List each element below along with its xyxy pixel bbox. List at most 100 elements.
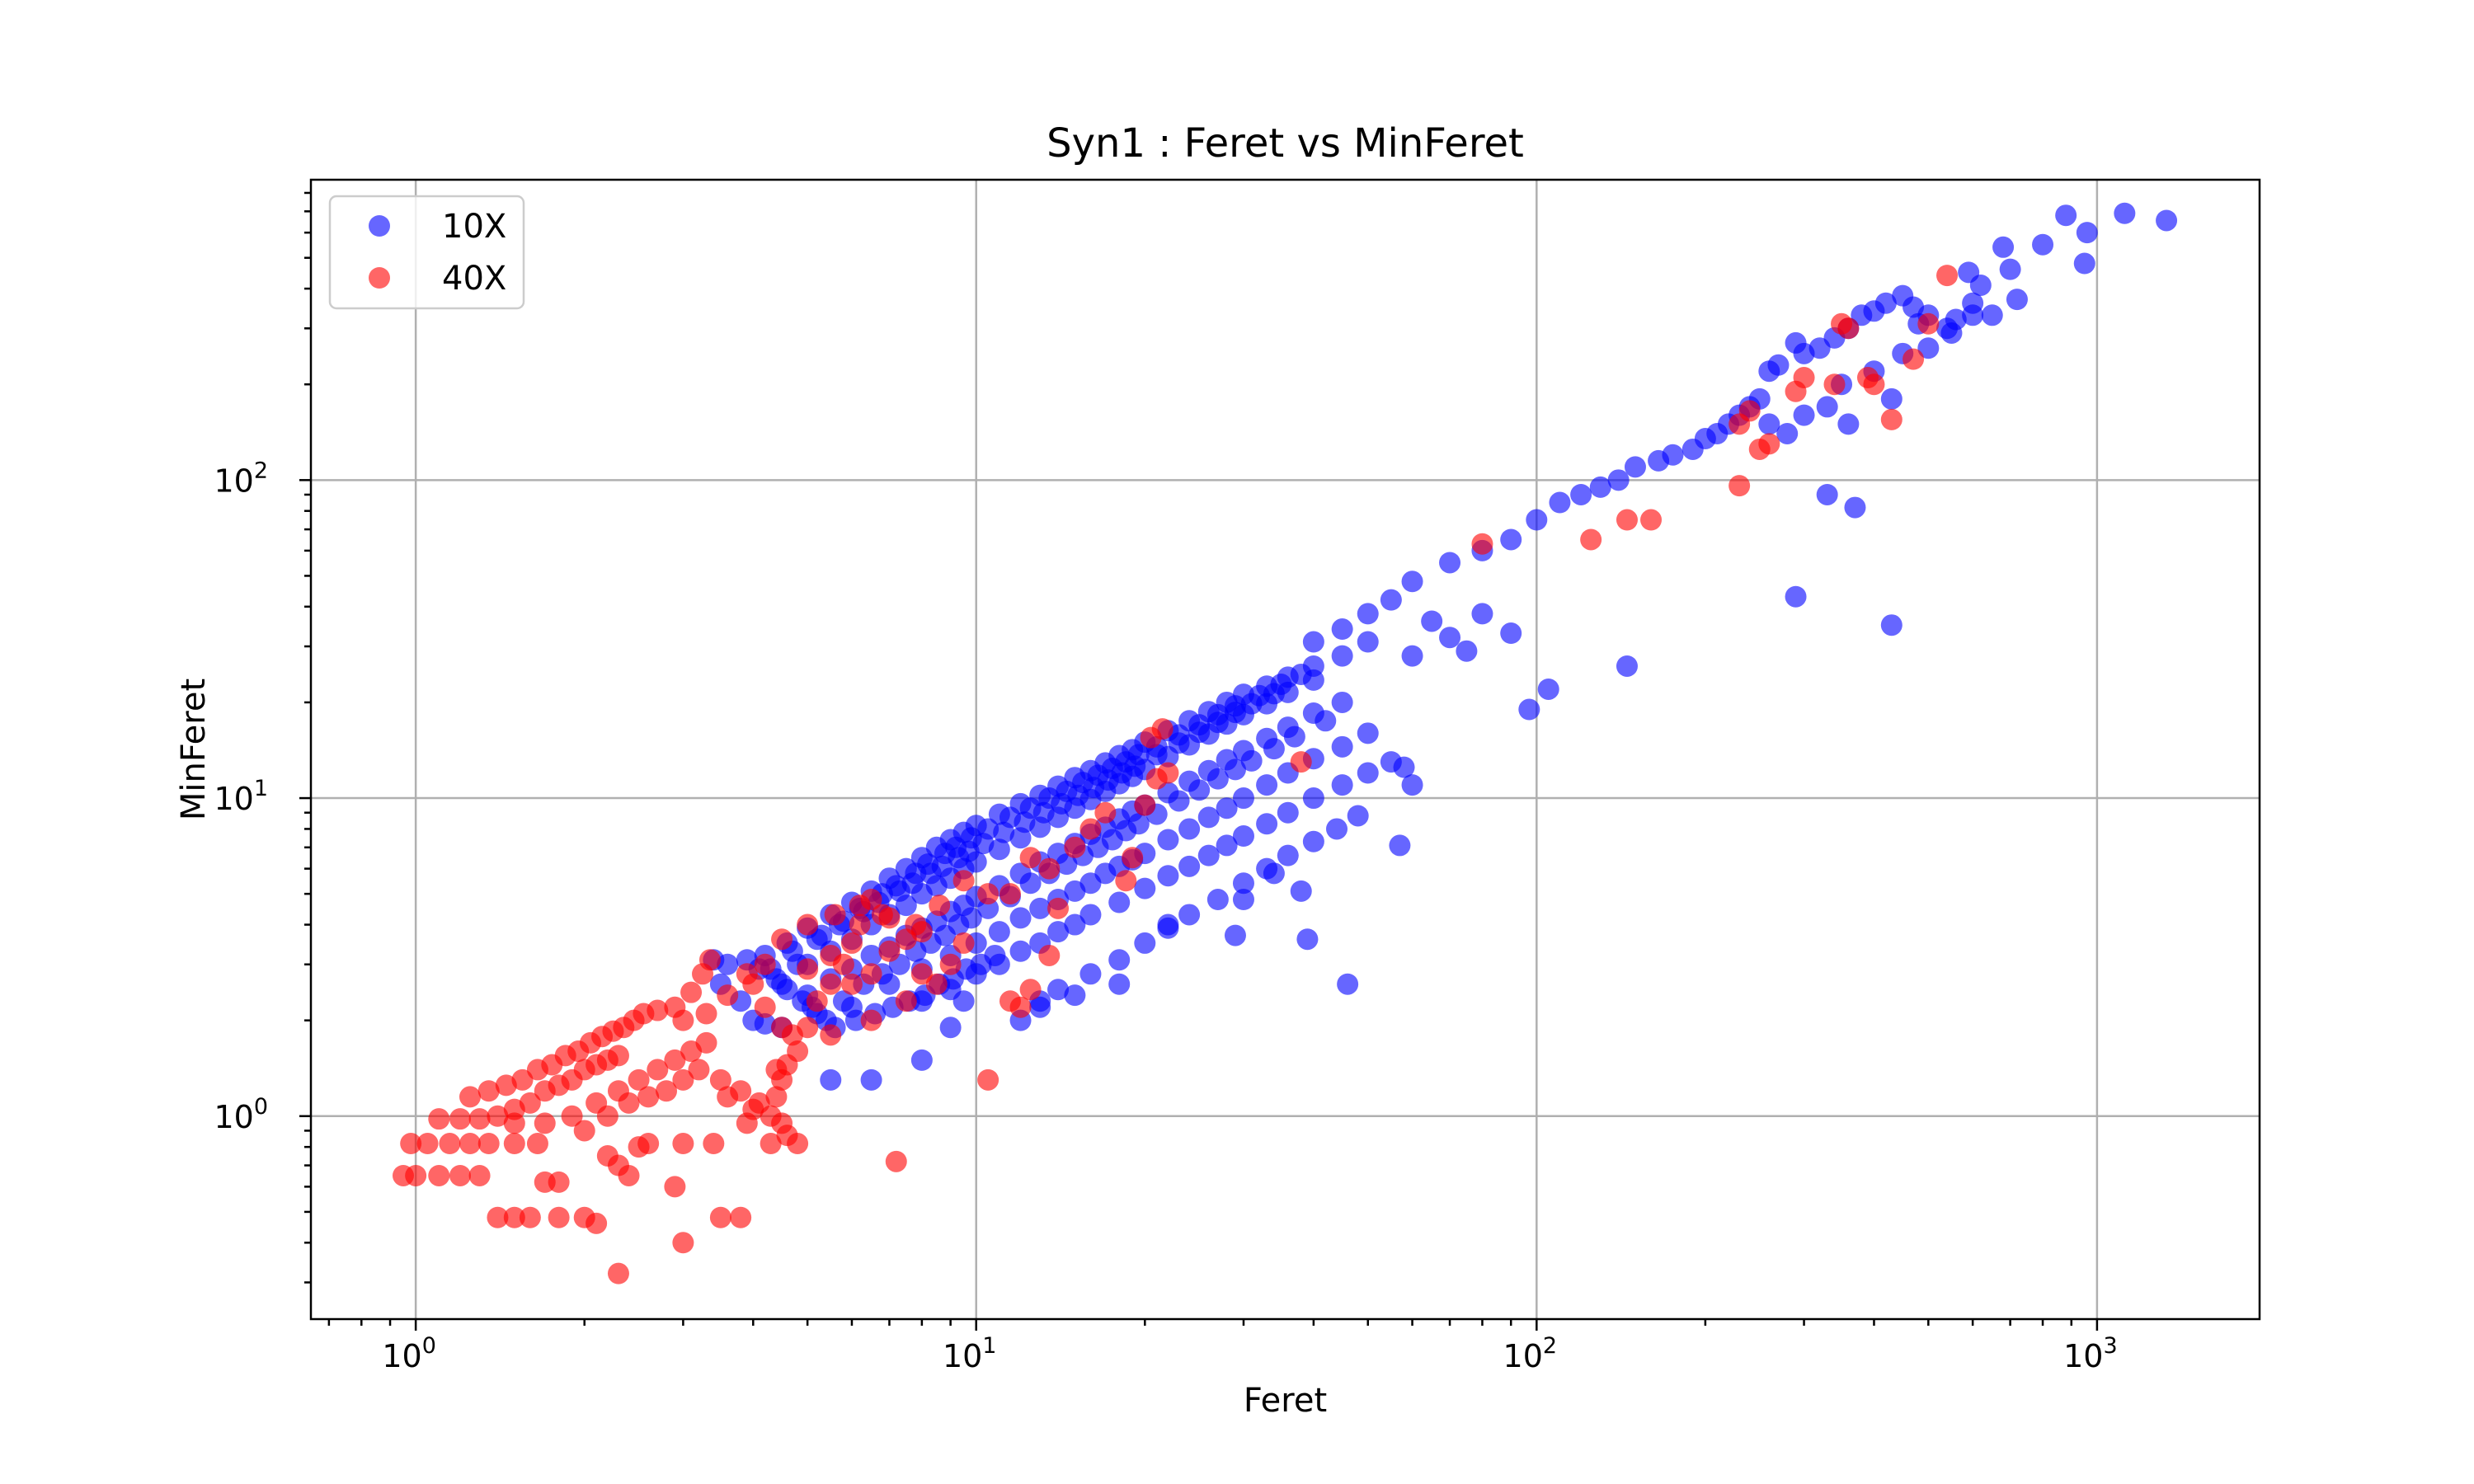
point-10x	[1206, 711, 1229, 734]
point-10x	[1992, 236, 2015, 258]
point-10x	[1296, 928, 1319, 951]
legend-marker-40x	[369, 267, 390, 289]
point-10x	[1009, 940, 1032, 962]
legend-marker-10x	[369, 215, 390, 237]
point-10x	[1648, 449, 1670, 472]
point-40x	[910, 963, 933, 985]
point-10x	[1127, 813, 1150, 835]
point-10x	[1047, 921, 1070, 943]
point-40x	[695, 1003, 717, 1025]
point-10x	[910, 1049, 933, 1071]
point-40x	[703, 1133, 725, 1155]
point-10x	[1108, 891, 1131, 913]
point-40x	[672, 1133, 694, 1155]
point-10x	[1357, 603, 1379, 625]
y-axis-label: MinFeret	[175, 679, 213, 820]
point-40x	[519, 1092, 541, 1114]
point-10x	[1892, 284, 1914, 307]
point-40x	[656, 1080, 678, 1102]
point-10x	[1758, 360, 1780, 383]
point-10x	[1197, 844, 1220, 866]
point-40x	[742, 973, 764, 995]
point-10x	[931, 855, 953, 877]
point-40x	[1079, 818, 1102, 840]
point-10x	[2006, 289, 2028, 311]
point-40x	[503, 1112, 525, 1134]
point-10x	[1589, 476, 1611, 498]
point-10x	[1178, 904, 1201, 926]
point-40x	[849, 913, 871, 936]
point-40x	[519, 1206, 541, 1228]
point-10x	[1197, 806, 1220, 829]
point-10x	[1917, 337, 1940, 359]
point-40x	[1917, 312, 1940, 335]
point-10x	[1981, 304, 2003, 326]
point-10x	[1108, 949, 1131, 971]
point-40x	[1064, 836, 1086, 858]
point-10x	[2156, 209, 2178, 232]
point-40x	[477, 1133, 500, 1155]
point-10x	[1232, 787, 1254, 810]
point-10x	[1263, 738, 1285, 760]
point-40x	[1151, 718, 1174, 740]
point-40x	[1290, 751, 1312, 773]
point-10x	[1331, 691, 1353, 713]
point-10x	[1880, 614, 1903, 636]
point-10x	[1315, 710, 1337, 732]
point-40x	[647, 999, 669, 1021]
point-40x	[548, 1206, 570, 1228]
point-40x	[820, 1024, 842, 1046]
point-40x	[695, 1031, 717, 1054]
point-40x	[709, 1206, 731, 1228]
point-40x	[1831, 312, 1853, 335]
point-40x	[952, 870, 975, 892]
point-10x	[1393, 756, 1415, 778]
point-10x	[1389, 834, 1411, 857]
point-40x	[1616, 509, 1638, 531]
point-40x	[393, 1164, 415, 1186]
point-40x	[511, 1068, 534, 1091]
point-10x	[960, 907, 982, 929]
point-10x	[1439, 627, 1461, 649]
point-40x	[840, 973, 863, 995]
point-10x	[1145, 744, 1168, 766]
point-40x	[824, 904, 846, 926]
point-40x	[1122, 847, 1144, 869]
point-10x	[1134, 877, 1156, 899]
point-40x	[596, 1105, 618, 1127]
point-10x	[1009, 907, 1032, 929]
point-10x	[1290, 663, 1312, 685]
point-40x	[765, 1086, 788, 1108]
point-10x	[1206, 768, 1229, 790]
point-40x	[730, 1206, 752, 1228]
point-40x	[628, 1068, 650, 1091]
point-10x	[1616, 655, 1638, 677]
point-10x	[1232, 825, 1254, 848]
point-40x	[1880, 408, 1903, 430]
point-40x	[1019, 979, 1042, 1001]
point-40x	[607, 1045, 629, 1067]
point-40x	[428, 1164, 450, 1186]
point-10x	[1401, 571, 1423, 593]
point-40x	[1134, 794, 1156, 816]
point-10x	[1178, 855, 1201, 877]
point-10x	[1401, 645, 1423, 667]
point-10x	[1216, 834, 1238, 857]
point-40x	[939, 953, 962, 975]
point-10x	[1357, 762, 1379, 784]
point-40x	[503, 1206, 525, 1228]
point-10x	[1401, 774, 1423, 796]
point-10x	[1056, 853, 1078, 876]
point-10x	[1302, 830, 1324, 852]
point-40x	[1903, 348, 1925, 370]
x-tick-label: 102	[1503, 1333, 1558, 1374]
point-40x	[885, 1150, 907, 1172]
point-40x	[628, 1136, 650, 1158]
point-10x	[1758, 413, 1780, 435]
point-10x	[1134, 932, 1156, 954]
point-10x	[1500, 622, 1522, 645]
point-40x	[1856, 367, 1879, 389]
chart-title: Syn1 : Feret vs MinFeret	[1047, 120, 1524, 167]
